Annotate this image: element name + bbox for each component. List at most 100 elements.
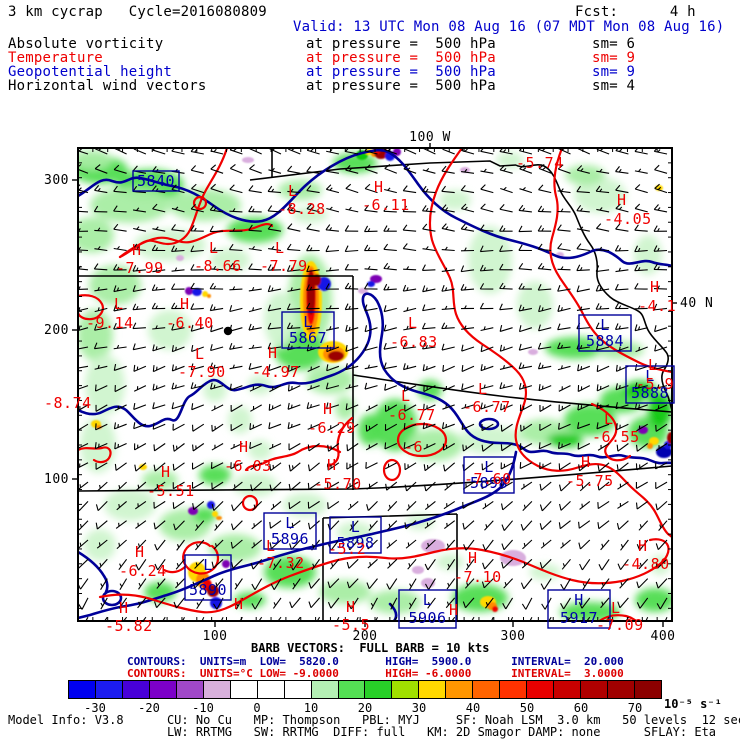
temp-extremum: L-6.55 xyxy=(592,410,639,446)
field-row: Horizontal wind vectors at pressure = 500… xyxy=(0,78,740,94)
height-contour-legend: CONTOURS: UNITS=m LOW= 5820.0 HIGH= 5900… xyxy=(127,655,624,668)
x-axis-tick-label: 100 xyxy=(203,629,228,644)
field-name: Geopotential height xyxy=(8,64,172,80)
temp-extremum-marker: H xyxy=(449,601,459,619)
height-extremum-marker: H xyxy=(574,591,584,609)
height-extremum-marker: L xyxy=(600,316,610,334)
height-extremum-value: 5917 xyxy=(560,609,598,627)
temp-extremum-marker: H xyxy=(119,599,129,617)
forecast-hour: Fcst: 4 h xyxy=(575,4,696,20)
height-extremum-value: 5867 xyxy=(289,329,327,347)
temp-extremum-value: -4.05 xyxy=(604,210,652,228)
temp-extremum-marker: H xyxy=(323,400,333,418)
field-level: at pressure = 500 hPa xyxy=(306,64,496,80)
temp-extremum: L-6.77 xyxy=(463,380,510,416)
temp-extremum-marker: H xyxy=(638,537,648,555)
colorbar-cell xyxy=(392,681,420,698)
colorbar-tick-label: 50 xyxy=(519,701,535,715)
temperature-extrema-labels: L-8.28H-6.11-5.74H-4.05H-7.99L-8.66L-7.7… xyxy=(44,154,676,635)
field-smoothing: sm= 6 xyxy=(592,36,636,52)
field-level: at pressure = 500 hPa xyxy=(306,36,496,52)
temperature-contours xyxy=(78,148,672,621)
temp-extremum: H-6.40 xyxy=(166,295,213,332)
temp-extremum-value: -5.75 xyxy=(566,472,614,490)
temp-extremum-marker: H xyxy=(268,344,278,362)
field-row: Temperature at pressure = 500 hPa sm= 9 xyxy=(0,50,740,66)
temp-extremum-value: -5.70 xyxy=(314,475,362,493)
temp-extremum-value: -6.83 xyxy=(390,333,438,351)
temp-extremum: H xyxy=(234,595,243,613)
colorbar-cell xyxy=(473,681,501,698)
height-extremum-value: 5884 xyxy=(586,332,624,350)
temp-extremum-marker: L xyxy=(288,182,298,200)
height-extremum: L 5890 xyxy=(184,554,232,601)
temp-extremum-value: -7.79 xyxy=(260,257,308,275)
colorbar-cell xyxy=(419,681,447,698)
temp-extremum-marker: H xyxy=(239,438,249,456)
temp-extremum: L-9.14 xyxy=(86,295,133,332)
temp-extremum-value: -6.24 xyxy=(119,562,167,580)
height-extremum-marker: L xyxy=(645,367,655,385)
y-axis-tick-label: 100 xyxy=(44,472,69,487)
colorbar-cell xyxy=(149,681,177,698)
temp-extremum: -7.60 xyxy=(464,470,511,488)
colorbar-cell xyxy=(69,681,96,698)
temp-extremum: H-7.99 xyxy=(116,241,163,277)
valid-time: Valid: 13 UTC Mon 08 Aug 16 (07 MDT Mon … xyxy=(293,19,725,35)
field-smoothing: sm= 9 xyxy=(592,64,636,80)
temp-extremum-marker: L xyxy=(648,356,658,374)
temp-extremum-marker: L xyxy=(604,410,614,428)
temp-extremum-value: -6.77 xyxy=(388,406,436,424)
height-extremum-marker: L xyxy=(203,556,213,574)
y-axis-tick-label: 200 xyxy=(44,323,69,338)
temp-extremum-value: -5.51 xyxy=(147,482,195,500)
height-extremum-marker: L xyxy=(423,591,433,609)
temp-extremum: L-7.32 xyxy=(257,537,304,572)
temp-extremum: H-6.11 xyxy=(362,178,409,214)
colorbar-tick-label: 20 xyxy=(357,701,373,715)
field-row: Absolute vorticity at pressure = 500 hPa s… xyxy=(0,36,740,52)
temp-extremum: H-5.5 xyxy=(332,598,370,634)
temp-extremum: H-4.05 xyxy=(604,191,652,228)
temp-extremum: H-5.82 xyxy=(105,599,152,635)
field-smoothing: sm= 9 xyxy=(592,50,636,66)
latitude-label: 40 N xyxy=(680,296,713,311)
field-level: at pressure = 500 hPa xyxy=(306,78,496,94)
height-contours xyxy=(78,148,672,621)
height-extremum-marker: L xyxy=(351,518,361,536)
temp-extremum: L-6.77 xyxy=(388,387,436,424)
colorbar-cell xyxy=(203,681,231,698)
temp-extremum: L-7.79 xyxy=(260,239,308,275)
colorbar-cell xyxy=(230,681,258,698)
colorbar-tick-label: 40 xyxy=(465,701,481,715)
colorbar-tick-label: 30 xyxy=(411,701,427,715)
model-info-line1: Model Info: V3.8 CU: No Cu MP: Thompson … xyxy=(8,713,740,727)
temp-extremum-marker: H xyxy=(374,178,384,196)
temp-extremum: H-4.1 xyxy=(638,278,676,315)
temp-extremum-marker: L xyxy=(209,239,219,257)
temp-extremum: L-8.28 xyxy=(278,182,325,218)
temp-extremum-value: -4.97 xyxy=(252,363,300,381)
field-name: Temperature xyxy=(8,50,103,66)
colorbar-tick-label: -10 xyxy=(192,701,214,715)
temp-extremum-marker: L xyxy=(266,537,276,555)
temp-extremum: H-5.51 xyxy=(147,463,195,500)
colorbar-unit: 10⁻⁵ s⁻¹ xyxy=(664,697,722,711)
colorbar-cell xyxy=(581,681,609,698)
temp-extremum-value: -4.80 xyxy=(622,555,670,573)
longitude-label: 100 W xyxy=(409,130,451,145)
height-extremum-value: 5890 xyxy=(189,581,227,599)
temp-extremum-value: -8.74 xyxy=(44,394,92,412)
temp-extremum-value: -7.90 xyxy=(178,363,226,381)
temp-extremum-value: -5.9 xyxy=(636,375,674,393)
temp-extremum: -6 xyxy=(404,438,423,456)
temp-extremum-value: -7.09 xyxy=(596,616,644,634)
temp-extremum-marker: H xyxy=(180,295,190,313)
colorbar-cell xyxy=(446,681,474,698)
x-axis-tick-label: 300 xyxy=(501,629,526,644)
station-dot xyxy=(223,326,233,336)
